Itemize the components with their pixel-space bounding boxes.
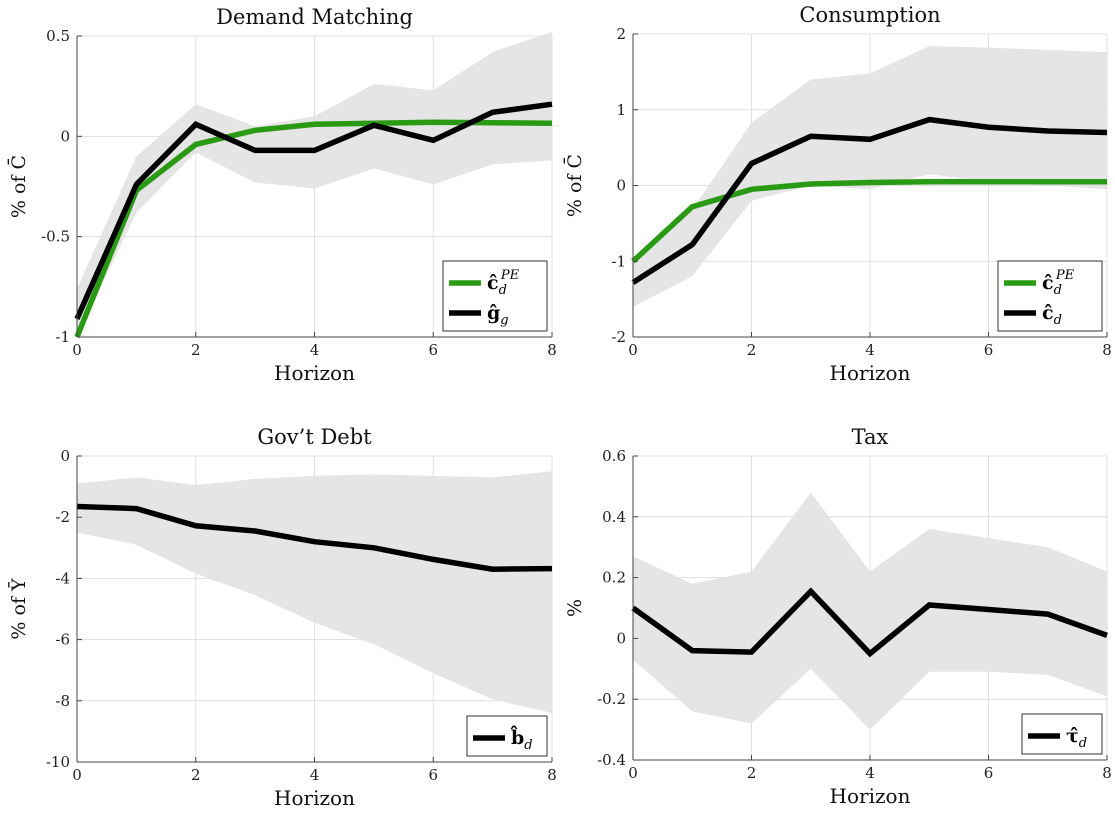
x-tick-label: 0 <box>72 341 82 359</box>
x-tick-label: 0 <box>628 341 638 359</box>
y-tick-label: -0.4 <box>597 751 626 769</box>
legend-label-sub: d <box>1079 736 1087 751</box>
y-tick-label: -6 <box>55 631 70 649</box>
y-tick-label: -2 <box>611 328 626 346</box>
panel-1: 0 2 4 6 8 -1 -0.5 0 0.5 Demand Matching Horizon % o… <box>7 5 557 385</box>
x-tick-label: 8 <box>1102 764 1112 782</box>
legend-label-sub: d <box>1054 313 1062 328</box>
legend-label-sup: PE <box>1055 268 1075 283</box>
legend-label-sup: PE <box>500 268 520 283</box>
y-tick-label: 0 <box>60 127 70 145</box>
legend-label-sub: d <box>524 738 532 753</box>
x-axis-label: Horizon <box>830 361 911 385</box>
series-line-1 <box>76 503 553 572</box>
series-line-2 <box>631 116 1108 285</box>
y-tick-label: 0 <box>60 447 70 465</box>
legend: ĉdPE ĝg <box>442 260 548 332</box>
legend: τ̂d <box>1021 713 1103 755</box>
x-tick-label: 0 <box>72 766 82 784</box>
x-tick-label: 2 <box>747 341 757 359</box>
y-tick-label: -0.5 <box>41 228 70 246</box>
legend-label-1: b̂d <box>510 725 533 753</box>
legend-label-main: τ̂ <box>1066 725 1079 747</box>
panel-title: Demand Matching <box>216 5 413 29</box>
y-tick-label: 1 <box>616 101 626 119</box>
x-tick-label: 0 <box>628 764 638 782</box>
y-tick-label: -8 <box>55 692 70 710</box>
legend-label-sub: d <box>1054 283 1062 298</box>
x-tick-label: 4 <box>865 341 875 359</box>
x-tick-label: 2 <box>191 766 201 784</box>
legend-label-main: ĉ <box>1042 272 1054 294</box>
legend-label-sub: d <box>499 283 507 298</box>
y-axis-label: % of Ȳ <box>7 578 30 640</box>
y-tick-label: 0.5 <box>46 27 70 45</box>
series-line-2 <box>74 101 553 321</box>
y-tick-label: 0.2 <box>602 569 626 587</box>
y-tick-label: -1 <box>611 252 626 270</box>
series-line-1 <box>631 587 1108 658</box>
panel-3: 0 2 4 6 8 -10 -8 -6 -4 -2 0 Gov’t Debt Horizon % of Ȳ… <box>7 425 557 810</box>
x-axis-label: Horizon <box>274 361 355 385</box>
y-axis-label: % of C̄ <box>563 154 586 217</box>
y-tick-label: -0.2 <box>597 690 626 708</box>
x-tick-label: 4 <box>310 341 320 359</box>
legend-label-1: ĉdPE <box>487 268 520 298</box>
x-tick-label: 6 <box>428 341 438 359</box>
x-tick-label: 2 <box>747 764 757 782</box>
x-tick-label: 2 <box>191 341 201 359</box>
y-tick-label: -10 <box>46 753 70 771</box>
legend-label-main: b̂ <box>510 725 525 749</box>
legend-box <box>997 260 1103 332</box>
legend-label-sub: g <box>500 313 508 328</box>
y-tick-label: 0.4 <box>602 508 626 526</box>
legend: b̂d <box>466 715 548 757</box>
y-tick-label: 0 <box>616 177 626 195</box>
y-tick-label: -4 <box>55 569 70 587</box>
panel-4: 0 2 4 6 8 -0.4 -0.2 0 0.2 0.4 0.6 Tax Horizon% τ̂d <box>564 425 1112 808</box>
legend-label-1: ĉdPE <box>1042 268 1075 298</box>
x-tick-label: 8 <box>547 766 557 784</box>
panel-title: Tax <box>852 425 889 449</box>
x-tick-label: 8 <box>1102 341 1112 359</box>
x-tick-label: 4 <box>310 766 320 784</box>
series-line-1 <box>631 178 1107 264</box>
y-tick-label: 0 <box>616 629 626 647</box>
legend-label-main: ĝ <box>487 302 500 324</box>
legend-label-main: ĉ <box>1042 302 1054 324</box>
x-tick-label: 6 <box>984 764 994 782</box>
y-axis-label: % <box>564 599 586 617</box>
legend-label-1: τ̂d <box>1066 725 1087 751</box>
x-tick-label: 6 <box>984 341 994 359</box>
y-tick-label: -1 <box>55 328 70 346</box>
panel-title: Gov’t Debt <box>257 425 372 449</box>
x-tick-label: 4 <box>865 764 875 782</box>
x-axis-label: Horizon <box>274 786 355 810</box>
legend-label-main: ĉ <box>487 272 499 294</box>
x-tick-label: 6 <box>428 766 438 784</box>
y-axis-label: % of C̄ <box>7 155 30 218</box>
y-tick-label: -2 <box>55 508 70 526</box>
y-tick-label: 0.6 <box>602 447 626 465</box>
x-axis-label: Horizon <box>830 784 911 808</box>
legend-label-2: ĉd <box>1042 302 1062 328</box>
legend-label-2: ĝg <box>487 302 509 328</box>
legend-box <box>442 260 548 332</box>
x-tick-label: 8 <box>547 341 557 359</box>
y-tick-label: 2 <box>616 25 626 43</box>
panel-title: Consumption <box>799 3 940 27</box>
